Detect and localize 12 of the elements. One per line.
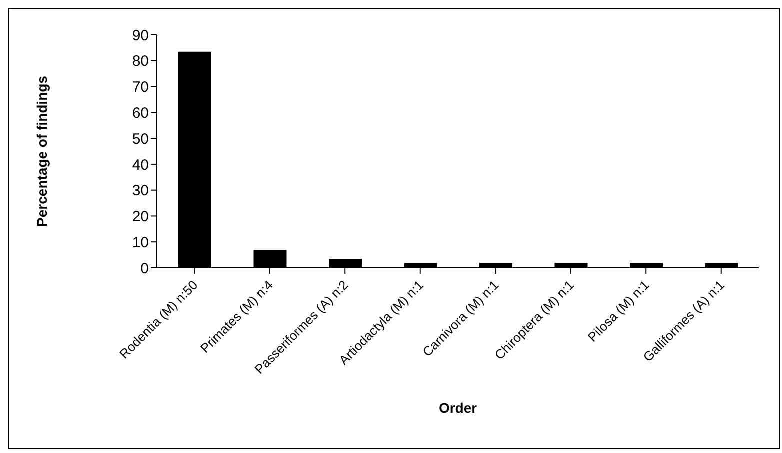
y-tick-label: 40 <box>132 156 149 174</box>
y-tick-label: 90 <box>132 27 149 44</box>
y-tick-label: 0 <box>140 260 149 278</box>
x-axis-title: Order <box>438 400 478 416</box>
y-tick-label: 60 <box>132 104 149 122</box>
y-tick-label: 30 <box>132 182 149 200</box>
y-tick-label: 20 <box>132 208 149 226</box>
y-tick-label: 50 <box>132 130 149 148</box>
y-tick-label: 10 <box>132 234 149 252</box>
y-axis-title: Percentage of findings <box>34 76 50 227</box>
y-tick-label: 80 <box>132 53 149 70</box>
y-tick-label: 70 <box>132 79 149 96</box>
